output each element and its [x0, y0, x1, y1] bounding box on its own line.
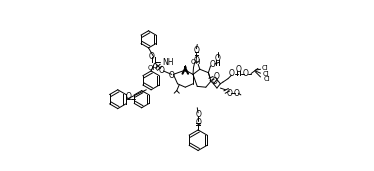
Text: OH: OH: [191, 59, 202, 65]
Text: NH: NH: [163, 58, 174, 67]
Text: O: O: [149, 52, 155, 61]
Text: O: O: [193, 46, 199, 55]
Text: O: O: [229, 69, 235, 78]
Text: OH: OH: [148, 64, 159, 71]
Text: Cl: Cl: [261, 65, 268, 71]
Text: Cl: Cl: [264, 76, 271, 82]
Text: O: O: [214, 72, 220, 81]
Text: Cl: Cl: [263, 70, 270, 77]
Text: O: O: [195, 110, 201, 119]
Text: O: O: [211, 77, 217, 86]
Text: O: O: [193, 56, 199, 65]
Text: O: O: [236, 65, 242, 74]
Text: O: O: [126, 92, 131, 101]
Text: O: O: [168, 71, 174, 80]
Text: O: O: [159, 67, 164, 75]
Text: O: O: [215, 54, 221, 63]
Text: O: O: [209, 60, 215, 69]
Text: O: O: [195, 118, 201, 127]
Text: O: O: [234, 89, 239, 98]
Text: O: O: [227, 89, 232, 98]
Text: O: O: [243, 69, 249, 78]
